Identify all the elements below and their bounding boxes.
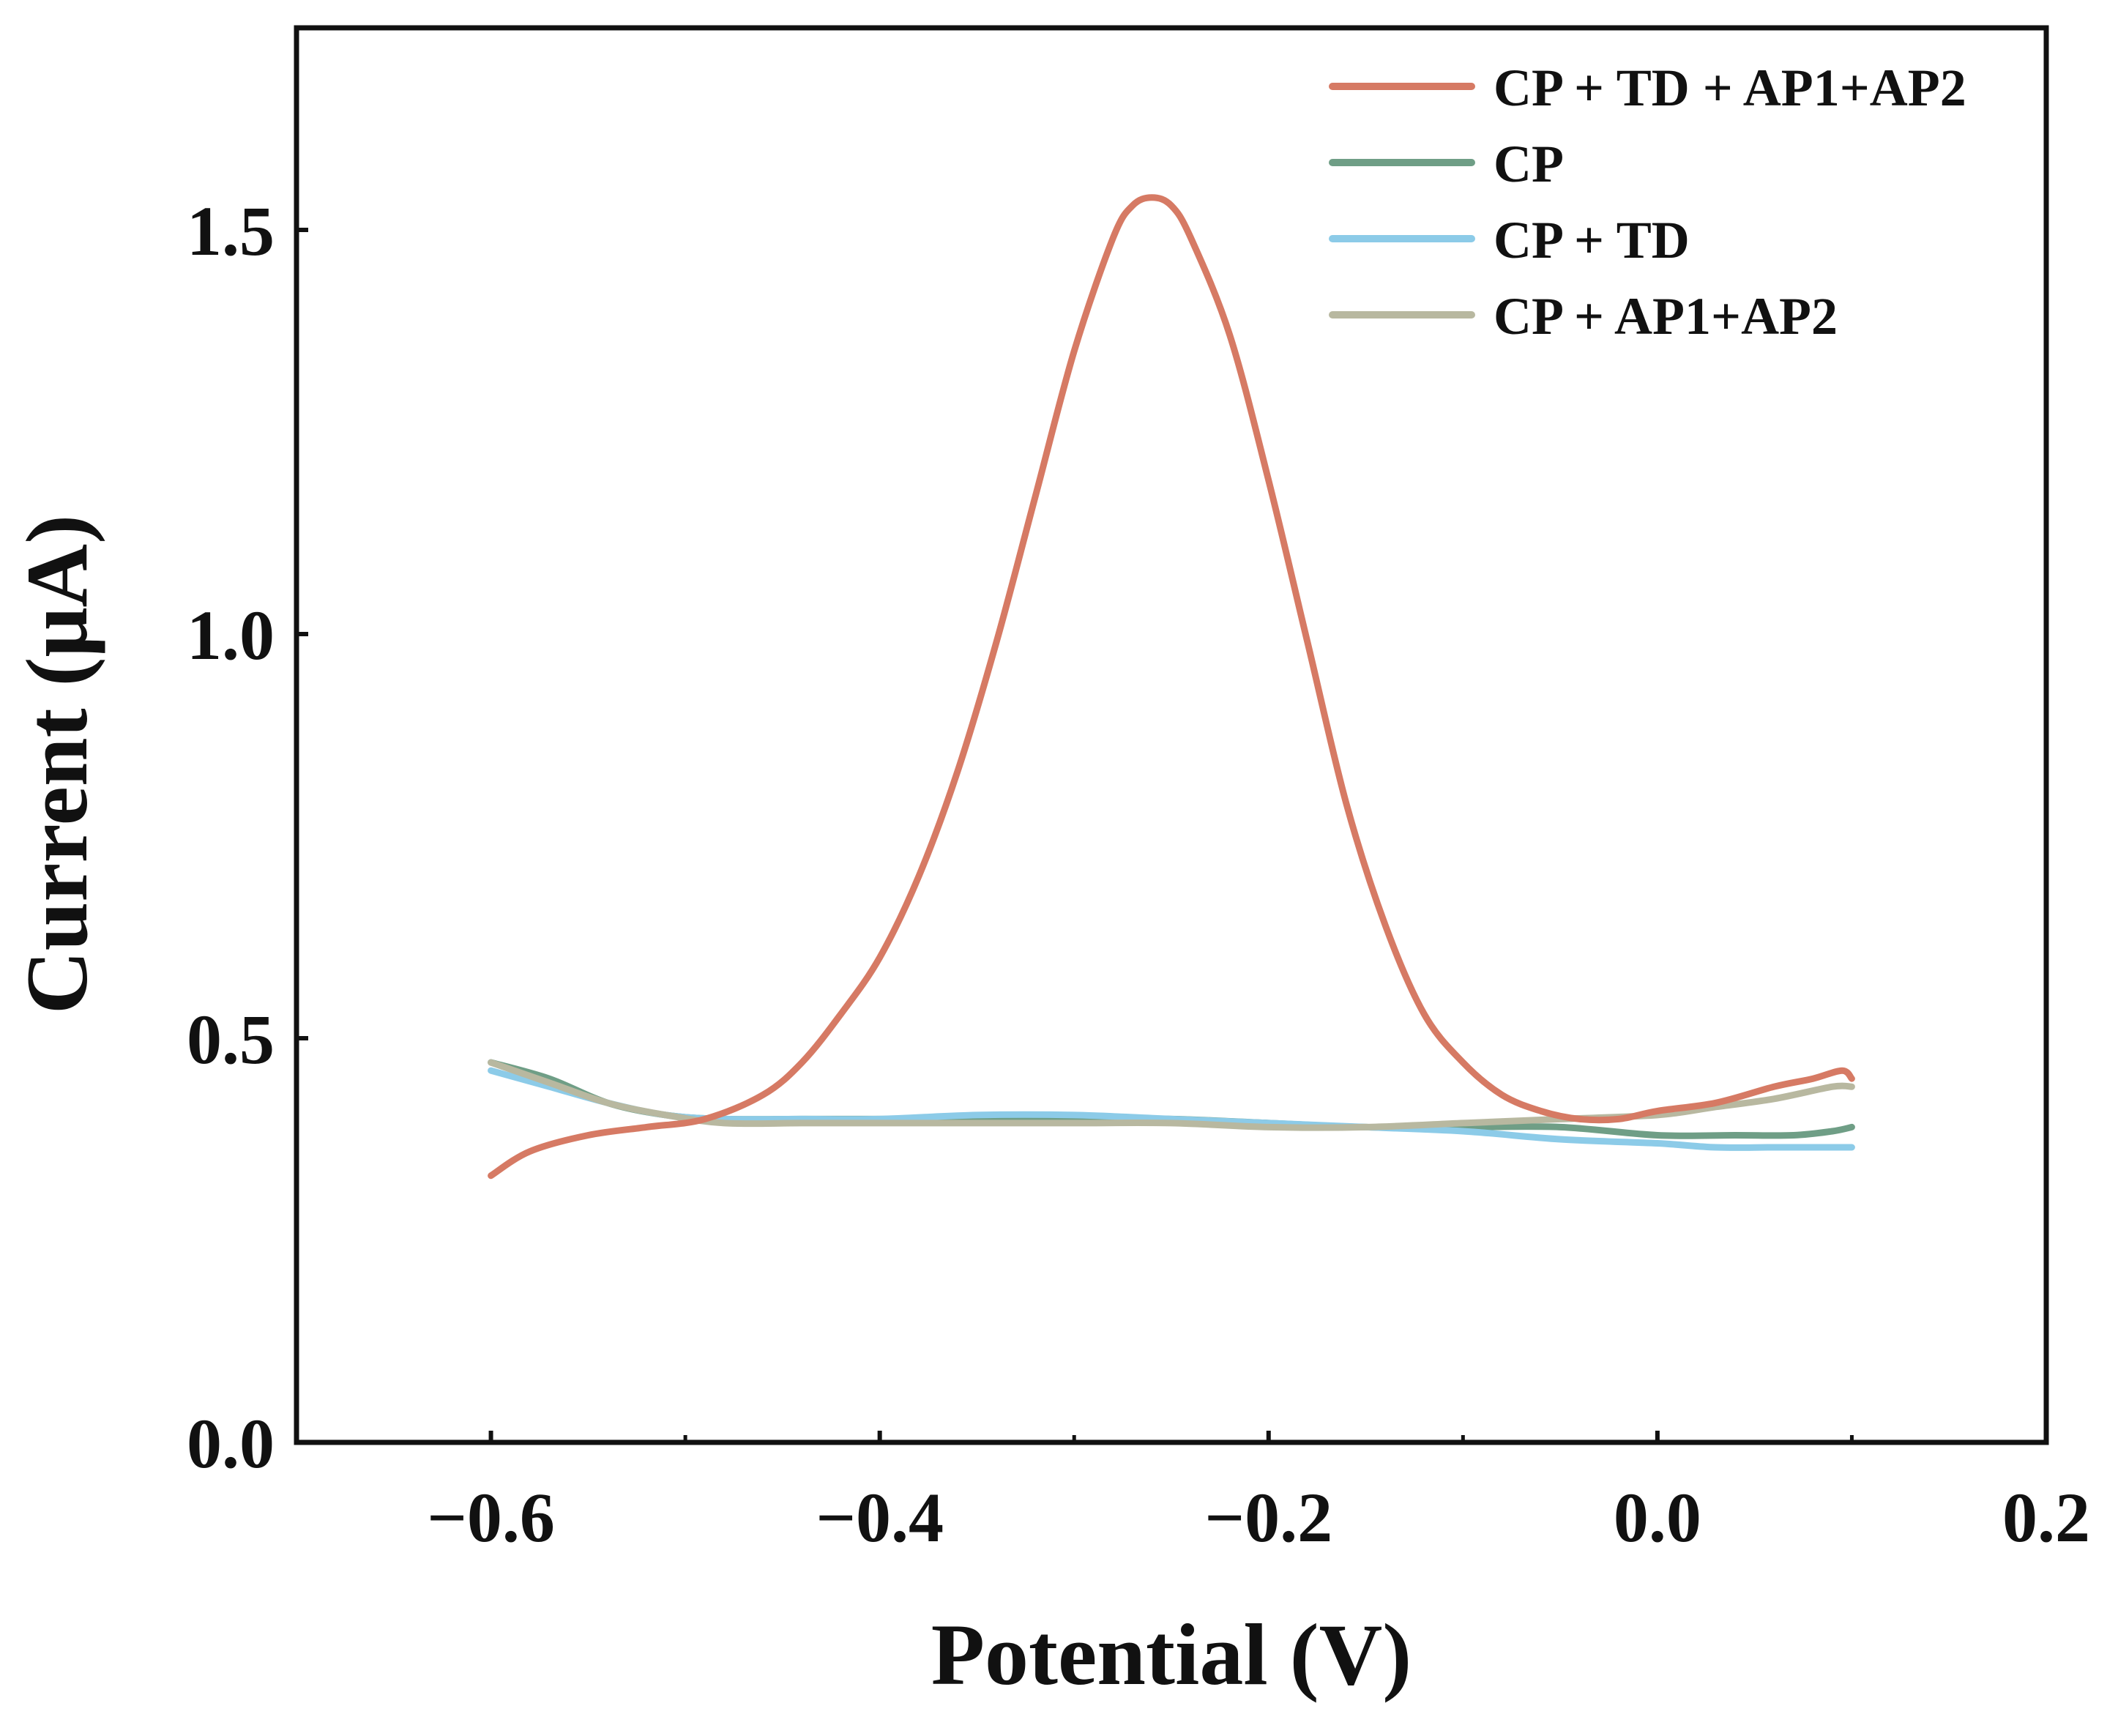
legend-label-0: CP + TD + AP1+AP2: [1494, 59, 1966, 117]
legend-label-2: CP + TD: [1494, 211, 1690, 269]
y-tick-label: 0.5: [187, 1000, 275, 1079]
y-tick-label: 1.5: [187, 192, 275, 270]
legend-label-1: CP: [1494, 135, 1564, 193]
y-axis-title: Current (μA): [8, 515, 105, 1014]
tick-layer: −0.6 −0.4 −0.2 0.0 0.2 0.0 0.5 1.0 1.5: [187, 192, 2090, 1557]
x-axis-title: Potential (V): [931, 1606, 1412, 1703]
y-tick-label: 1.0: [187, 596, 275, 674]
x-tick-label: 0.0: [1614, 1478, 1701, 1557]
x-tick-label: 0.2: [2002, 1478, 2090, 1557]
x-tick-label: −0.4: [816, 1478, 944, 1557]
legend-label-3: CP + AP1+AP2: [1494, 287, 1838, 346]
legend: CP + TD + AP1+AP2 CP CP + TD CP + AP1+AP2: [1329, 59, 1966, 346]
plot-frame: [294, 25, 2049, 1445]
x-tick-label: −0.2: [1204, 1478, 1332, 1557]
series-layer: [488, 194, 1855, 1180]
x-tick-label: −0.6: [427, 1478, 555, 1557]
y-tick-label: 0.0: [187, 1404, 275, 1483]
series-line-0: [488, 194, 1855, 1180]
series-line-3: [488, 1059, 1855, 1131]
